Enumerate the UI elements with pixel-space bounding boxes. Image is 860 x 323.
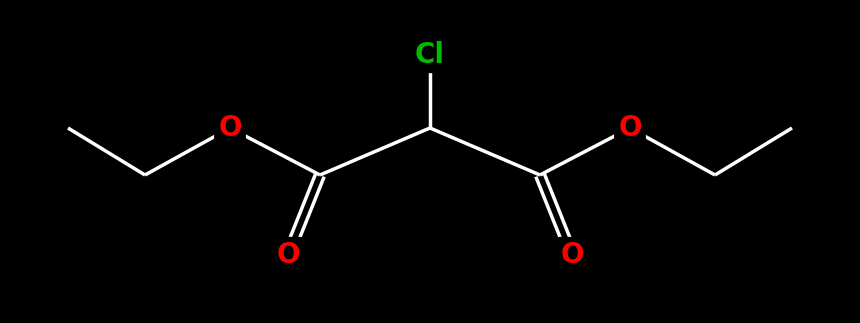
Text: O: O xyxy=(218,114,242,142)
Text: O: O xyxy=(560,241,584,269)
Text: Cl: Cl xyxy=(415,41,445,69)
Text: O: O xyxy=(618,114,642,142)
Text: O: O xyxy=(276,241,300,269)
